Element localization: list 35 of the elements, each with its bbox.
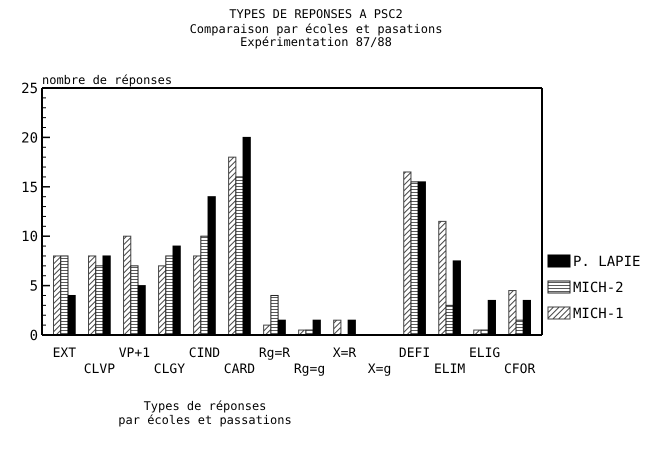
- x-tick-label: ELIG: [468, 346, 500, 361]
- y-axis-title: nombre de réponses: [42, 73, 172, 87]
- legend-label: MICH-2: [573, 280, 624, 296]
- x-tick-label: CFOR: [504, 362, 536, 377]
- x-tick-label: CIND: [188, 346, 220, 361]
- x-tick-label: X=R: [332, 346, 356, 361]
- bar: [403, 171, 412, 336]
- x-tick-label: EXT: [52, 346, 76, 361]
- y-tick-label: 0: [30, 328, 38, 344]
- bar: [123, 236, 132, 336]
- bar: [228, 156, 236, 336]
- legend-label: MICH-1: [573, 306, 624, 322]
- x-tick-label: CLGY: [154, 362, 186, 377]
- x-tick-label: Rg=R: [258, 346, 290, 361]
- x-axis-title: Types de réponses par écoles et passations: [118, 399, 292, 427]
- x-tick-label: ELIM: [434, 362, 466, 377]
- y-tick-label: 10: [21, 229, 38, 246]
- x-tick-label: X=g: [368, 362, 392, 377]
- bar: [438, 220, 446, 336]
- chart-title: TYPES DE REPONSES A PSC2: [229, 7, 403, 21]
- bar: [88, 255, 96, 336]
- x-tick-label: CLVP: [84, 362, 116, 377]
- x-tick-label: VP+1: [118, 346, 150, 361]
- y-tick-label: 20: [21, 130, 38, 146]
- x-tick-label: CARD: [224, 362, 256, 377]
- legend-label: P. LAPIE: [573, 254, 640, 270]
- y-tick-label: 5: [30, 278, 38, 295]
- x-tick-label: DEFI: [398, 346, 430, 361]
- bar: [60, 255, 68, 336]
- y-tick-label: 25: [21, 81, 38, 97]
- y-tick-label: 15: [21, 180, 38, 196]
- x-tick-label: Rg=g: [294, 362, 326, 377]
- bar: [333, 320, 342, 336]
- chart-subtitle: Comparaison par écoles et pasations Expérimentation 87/88: [190, 22, 442, 49]
- bar: [508, 290, 517, 336]
